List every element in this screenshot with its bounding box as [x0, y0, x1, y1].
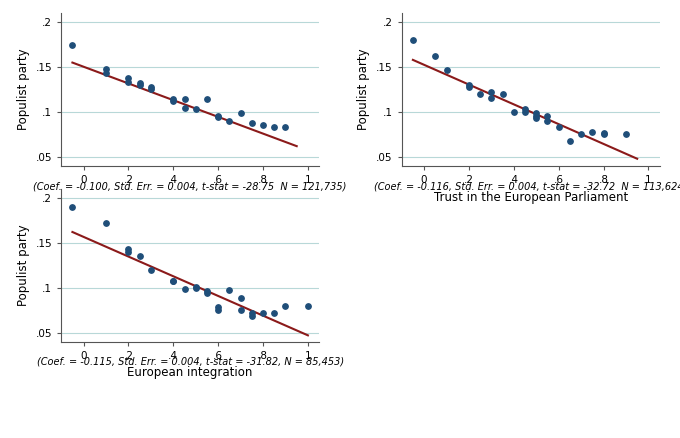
Y-axis label: Populist party: Populist party	[17, 224, 30, 306]
Point	[235, 110, 246, 117]
Point	[598, 130, 609, 137]
Point	[190, 106, 201, 113]
Point	[520, 109, 530, 116]
Point	[542, 117, 553, 124]
Point	[213, 307, 224, 314]
Point	[134, 80, 145, 87]
Point	[190, 283, 201, 290]
Point	[587, 128, 598, 135]
Point	[258, 122, 269, 129]
Point	[542, 113, 553, 120]
Point	[531, 112, 542, 119]
Point	[201, 288, 212, 295]
Point	[179, 105, 190, 112]
Text: (Coef. = -0.100, Std. Err. = 0.004, t-stat = -28.75  N = 121,735): (Coef. = -0.100, Std. Err. = 0.004, t-st…	[33, 181, 347, 191]
Point	[280, 124, 291, 131]
Point	[303, 302, 313, 309]
Point	[224, 117, 235, 124]
Point	[168, 278, 179, 285]
Point	[224, 287, 235, 294]
Point	[486, 94, 497, 101]
Y-axis label: Populist party: Populist party	[358, 49, 371, 131]
Point	[246, 309, 257, 316]
Text: (Coef. = -0.115, Std. Err. = 0.004, t-stat = -31.82, N = 85,453): (Coef. = -0.115, Std. Err. = 0.004, t-st…	[37, 357, 343, 367]
Point	[168, 95, 179, 102]
X-axis label: Trust in the European Parliament: Trust in the European Parliament	[434, 191, 628, 204]
Point	[464, 81, 475, 88]
Point	[475, 91, 486, 98]
Point	[598, 129, 609, 136]
Point	[554, 124, 564, 131]
Point	[67, 41, 78, 48]
Point	[67, 203, 78, 210]
X-axis label: Trust in the national parliament: Trust in the national parliament	[97, 191, 284, 204]
Point	[269, 124, 279, 131]
Point	[509, 109, 520, 116]
Point	[531, 110, 542, 117]
Y-axis label: Populist party: Populist party	[17, 49, 30, 131]
Point	[123, 246, 134, 253]
Point	[101, 219, 112, 226]
Point	[213, 113, 224, 120]
Point	[146, 85, 156, 92]
Point	[235, 307, 246, 314]
Point	[179, 285, 190, 292]
Point	[190, 284, 201, 291]
Point	[168, 278, 179, 285]
Point	[123, 248, 134, 255]
Point	[464, 83, 475, 90]
Point	[146, 266, 156, 273]
Point	[246, 313, 257, 320]
Point	[280, 302, 291, 309]
Point	[576, 131, 587, 138]
Point	[497, 91, 508, 98]
Point	[235, 295, 246, 302]
Point	[134, 253, 145, 260]
Point	[258, 309, 269, 316]
Point	[213, 304, 224, 311]
Point	[441, 66, 452, 73]
Point	[134, 81, 145, 88]
Point	[213, 114, 224, 121]
Point	[146, 83, 156, 90]
Point	[201, 95, 212, 102]
Point	[246, 119, 257, 126]
Point	[621, 131, 632, 138]
Text: (Coef. = -0.116, Std. Err. = 0.004, t-stat = -32.72  N = 113,624): (Coef. = -0.116, Std. Err. = 0.004, t-st…	[374, 181, 680, 191]
Point	[101, 70, 112, 77]
X-axis label: European integration: European integration	[127, 366, 253, 379]
Point	[564, 137, 575, 144]
Point	[531, 115, 542, 122]
Point	[123, 74, 134, 81]
Point	[486, 89, 497, 96]
Point	[179, 95, 190, 102]
Point	[520, 106, 530, 113]
Point	[407, 37, 418, 44]
Point	[101, 65, 112, 72]
Point	[123, 79, 134, 86]
Point	[269, 309, 279, 316]
Point	[168, 98, 179, 105]
Point	[430, 53, 441, 60]
Point	[201, 290, 212, 297]
